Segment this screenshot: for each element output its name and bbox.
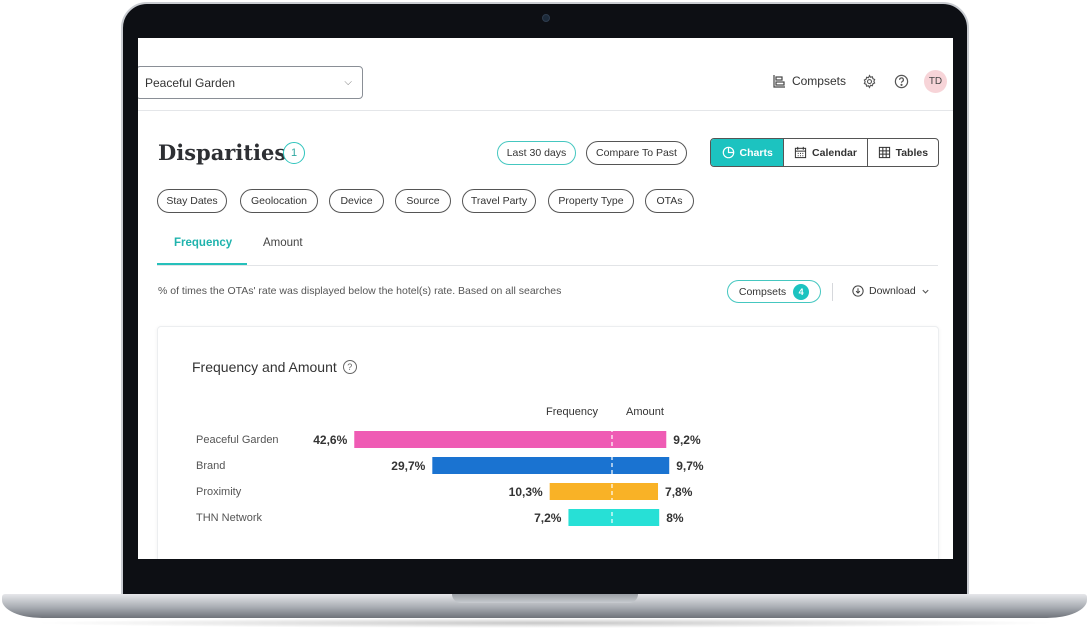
frequency-value-thn-network: 7,2% xyxy=(534,511,562,525)
frequency-bar-peaceful-garden xyxy=(354,431,612,448)
tab-charts[interactable]: Charts xyxy=(711,139,784,166)
amount-bar-peaceful-garden xyxy=(612,431,667,448)
pie-chart-icon xyxy=(722,146,734,159)
category-label-peaceful-garden: Peaceful Garden xyxy=(196,434,279,446)
column-label-amount: Amount xyxy=(626,406,664,418)
title-count-badge: 1 xyxy=(283,142,305,164)
card-title: Frequency and Amount ? xyxy=(192,359,357,375)
calendar-icon xyxy=(794,146,807,159)
help-icon xyxy=(894,74,908,88)
amount-value-peaceful-garden: 9,2% xyxy=(673,433,701,447)
chevron-down-icon: ⌵ xyxy=(344,77,352,88)
tab-calendar-label: Calendar xyxy=(812,146,857,159)
frequency-value-brand: 29,7% xyxy=(391,459,425,473)
compsets-filter-label: Compsets xyxy=(738,285,787,298)
property-select-value: Peaceful Garden xyxy=(145,75,236,90)
compsets-filter-button[interactable]: Compsets 4 xyxy=(727,280,821,303)
amount-value-brand: 9,7% xyxy=(676,459,704,473)
compsets-link-label: Compsets xyxy=(791,74,846,88)
help-icon[interactable]: ? xyxy=(342,360,357,374)
card-title-text: Frequency and Amount xyxy=(192,359,337,375)
download-label: Download xyxy=(869,285,916,297)
toolbar-divider xyxy=(832,283,833,301)
compare-to-past-button[interactable]: Compare To Past xyxy=(586,141,687,165)
category-label-proximity: Proximity xyxy=(196,486,242,498)
tab-tables-label: Tables xyxy=(895,146,929,159)
tabs-divider xyxy=(157,265,938,266)
compsets-icon xyxy=(773,75,785,88)
column-label-frequency: Frequency xyxy=(546,406,598,418)
chart-description: % of times the OTAs' rate was displayed … xyxy=(158,285,562,297)
last-30-days-button[interactable]: Last 30 days xyxy=(497,141,576,165)
tab-tables[interactable]: Tables xyxy=(866,139,938,166)
laptop-shadow xyxy=(30,618,1060,628)
download-button[interactable]: Download xyxy=(852,285,930,297)
chevron-down-icon xyxy=(922,289,929,294)
filter-travel-party[interactable]: Travel Party xyxy=(462,189,536,213)
frequency-value-proximity: 10,3% xyxy=(509,485,543,499)
chart-card: Frequency and Amount ? Frequency Amount Pe… xyxy=(157,326,939,559)
frequency-amount-chart: Frequency Amount Peaceful Garden 42,6% 9,2% B… xyxy=(196,406,704,529)
table-icon xyxy=(878,146,890,159)
filter-stay-dates[interactable]: Stay Dates xyxy=(157,189,227,213)
filter-source[interactable]: Source xyxy=(395,189,451,213)
tab-amount[interactable]: Amount xyxy=(263,237,303,249)
view-toggle: Charts Calendar Tables xyxy=(710,138,939,167)
amount-bar-proximity xyxy=(612,483,659,500)
tab-charts-label: Charts xyxy=(739,146,773,159)
frequency-value-peaceful-garden: 42,6% xyxy=(313,433,347,447)
amount-bar-thn-network xyxy=(612,509,660,526)
filter-property-type[interactable]: Property Type xyxy=(548,189,634,213)
tab-calendar[interactable]: Calendar xyxy=(783,139,866,166)
filter-otas[interactable]: OTAs xyxy=(645,189,694,213)
amount-value-thn-network: 8% xyxy=(666,511,684,525)
category-label-brand: Brand xyxy=(196,460,225,472)
filter-device[interactable]: Device xyxy=(329,189,384,213)
header-divider xyxy=(138,110,953,111)
laptop-notch xyxy=(452,594,638,603)
filter-geolocation[interactable]: Geolocation xyxy=(240,189,318,213)
frequency-bar-proximity xyxy=(549,483,612,500)
active-tab-indicator xyxy=(157,263,247,265)
property-select[interactable]: Peaceful Garden ⌵ xyxy=(138,66,363,99)
gear-icon xyxy=(863,73,875,89)
app-screen: Peaceful Garden ⌵ Compsets TD Disparitie… xyxy=(138,38,953,559)
amount-value-proximity: 7,8% xyxy=(665,485,693,499)
camera-icon xyxy=(542,14,550,22)
tab-frequency[interactable]: Frequency xyxy=(174,237,233,249)
amount-bar-brand xyxy=(612,457,670,474)
category-label-thn-network: THN Network xyxy=(196,512,263,524)
compsets-link[interactable]: Compsets xyxy=(772,74,846,88)
help-button[interactable] xyxy=(892,72,910,90)
avatar[interactable]: TD xyxy=(924,69,947,93)
download-icon xyxy=(852,285,864,297)
compsets-count-badge: 4 xyxy=(793,283,810,300)
page-title: Disparities xyxy=(158,140,287,165)
frequency-bar-brand xyxy=(432,457,612,474)
settings-button[interactable] xyxy=(860,72,878,90)
header-actions: Compsets TD xyxy=(772,69,947,93)
frequency-bar-thn-network xyxy=(568,509,612,526)
